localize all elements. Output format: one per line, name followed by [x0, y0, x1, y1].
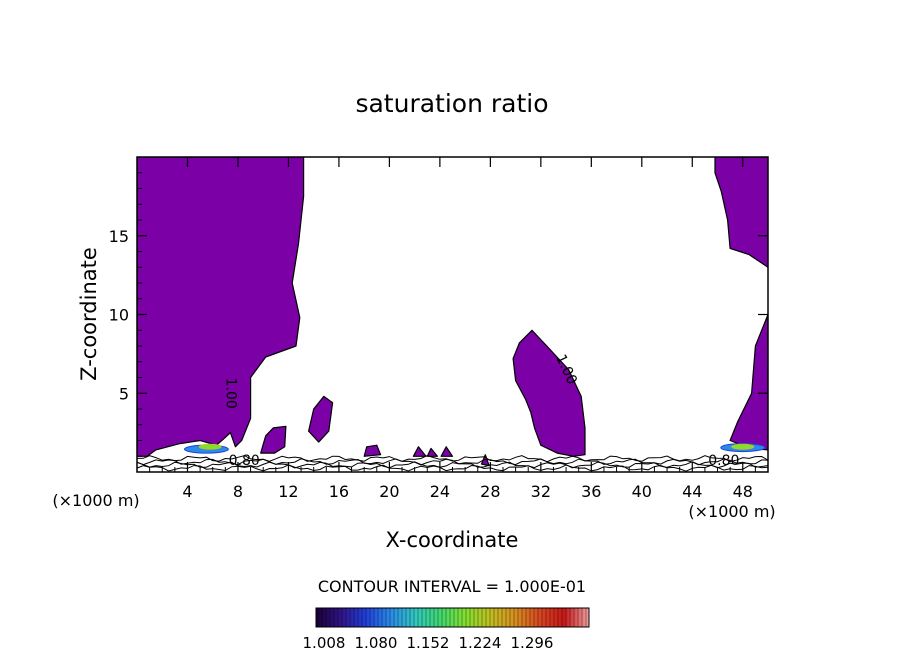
- colorbar-stripes: [317, 608, 587, 627]
- y-tick-label-5: 5: [119, 384, 129, 403]
- supersaturated-patch-2: [260, 425, 287, 454]
- supersaturated-left-region: [137, 157, 305, 457]
- maximum-3: [731, 443, 755, 450]
- x-unit-right: (×1000 m): [688, 502, 775, 521]
- base-contour-3: [137, 454, 768, 463]
- x-unit-left: (×1000 m): [52, 491, 139, 510]
- plot-area: 1.001.000.80 0.80: [137, 157, 768, 472]
- supersaturated-patch-6: [440, 446, 454, 457]
- colorbar: 1.008 1.080 1.152 1.224 1.296: [303, 607, 590, 652]
- x-tick-label-16: 16: [329, 482, 349, 501]
- colorbar-label-4: 1.296: [511, 634, 554, 652]
- maximum-1: [198, 443, 222, 450]
- x-tick-label-4: 4: [182, 482, 192, 501]
- x-tick-label-24: 24: [430, 482, 450, 501]
- contour-interval-text: CONTOUR INTERVAL = 1.000E-01: [318, 577, 586, 596]
- x-axis-label: X-coordinate: [386, 528, 519, 552]
- y-tick-label-10: 10: [109, 306, 129, 325]
- x-tick-label-36: 36: [581, 482, 601, 501]
- x-tick-label-32: 32: [531, 482, 551, 501]
- colorbar-label-1: 1.080: [355, 634, 398, 652]
- y-axis-label: Z-coordinate: [77, 247, 101, 381]
- x-tick-label-8: 8: [233, 482, 243, 501]
- colorbar-label-2: 1.152: [407, 634, 450, 652]
- x-tick-label-44: 44: [682, 482, 702, 501]
- contour-label-0: 1.00: [222, 378, 238, 409]
- x-tick-label-12: 12: [278, 482, 298, 501]
- supersaturated-patch-4: [412, 446, 427, 457]
- supersaturated-patch-5: [426, 447, 438, 457]
- x-tick-label-28: 28: [480, 482, 500, 501]
- x-tick-label-20: 20: [379, 482, 399, 501]
- chart-title: saturation ratio: [355, 89, 548, 118]
- colorbar-label-3: 1.224: [459, 634, 502, 652]
- supersaturated-middle-region: [512, 329, 586, 457]
- y-tick-label-15: 15: [109, 227, 129, 246]
- colorbar-label-0: 1.008: [303, 634, 346, 652]
- x-tick-label-40: 40: [632, 482, 652, 501]
- colorbar-gradient: [315, 607, 590, 628]
- supersaturated-patch-3: [363, 444, 382, 457]
- supersaturated-patch-7: [480, 454, 490, 467]
- supersaturated-right-lower-region: [729, 313, 768, 451]
- contour-label-2: 0.80: [229, 453, 260, 469]
- supersaturated-right-region: [714, 157, 768, 268]
- base-contour-2: [137, 458, 768, 466]
- base-contour-1: [137, 461, 768, 469]
- supersaturated-patch-1: [308, 395, 334, 443]
- x-tick-label-48: 48: [733, 482, 753, 501]
- contour-label-3: 0.80: [708, 453, 739, 469]
